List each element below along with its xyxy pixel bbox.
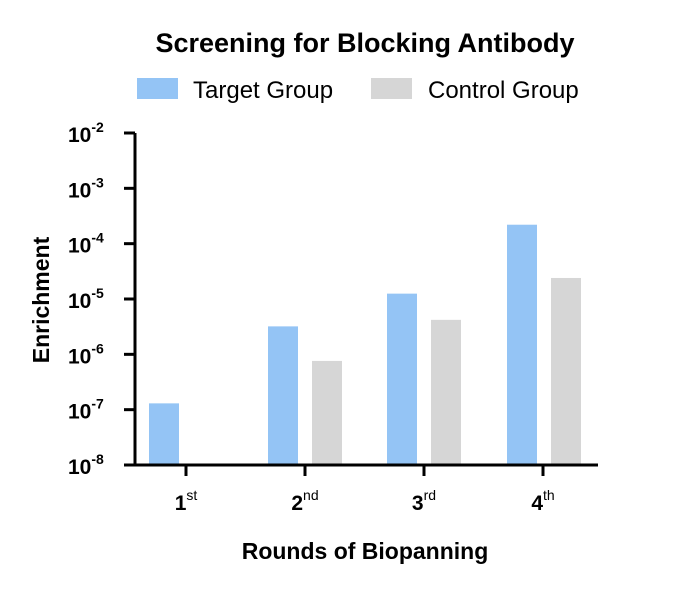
target-bar-round-3 (387, 293, 417, 465)
y-axis-ticks: 10-2 10-3 10-4 10-5 10-6 10-7 10-8 (68, 119, 135, 479)
chart-title: Screening for Blocking Antibody (155, 28, 574, 58)
target-bar-round-2 (268, 326, 298, 465)
y-tick-label: 10-4 (68, 230, 104, 258)
control-bar-round-4 (551, 277, 581, 465)
y-tick-label: 10-8 (68, 451, 104, 479)
legend-swatch-control (371, 78, 412, 99)
target-bar-round-1 (149, 403, 179, 465)
x-tick-label: 3rd (412, 487, 436, 515)
legend-label-target: Target Group (193, 77, 333, 104)
bars (149, 224, 581, 465)
y-tick-label: 10-7 (68, 396, 104, 424)
x-axis-ticks: 1st 2nd 3rd 4th (175, 465, 555, 515)
legend-label-control: Control Group (428, 77, 579, 104)
x-axis-label: Rounds of Biopanning (242, 538, 489, 564)
x-tick-label: 2nd (291, 487, 318, 515)
x-tick-label: 1st (175, 487, 198, 515)
y-tick-label: 10-6 (68, 340, 104, 368)
target-bar-round-4 (507, 224, 537, 465)
y-axis-label: Enrichment (28, 236, 54, 363)
control-bar-round-2 (312, 360, 342, 465)
control-bar-round-3 (431, 319, 461, 465)
legend: Target Group Control Group (137, 77, 579, 104)
y-tick-label: 10-2 (68, 119, 104, 147)
x-tick-label: 4th (531, 487, 554, 515)
y-tick-label: 10-5 (68, 285, 104, 313)
legend-swatch-target (137, 78, 178, 99)
y-tick-label: 10-3 (68, 174, 104, 202)
